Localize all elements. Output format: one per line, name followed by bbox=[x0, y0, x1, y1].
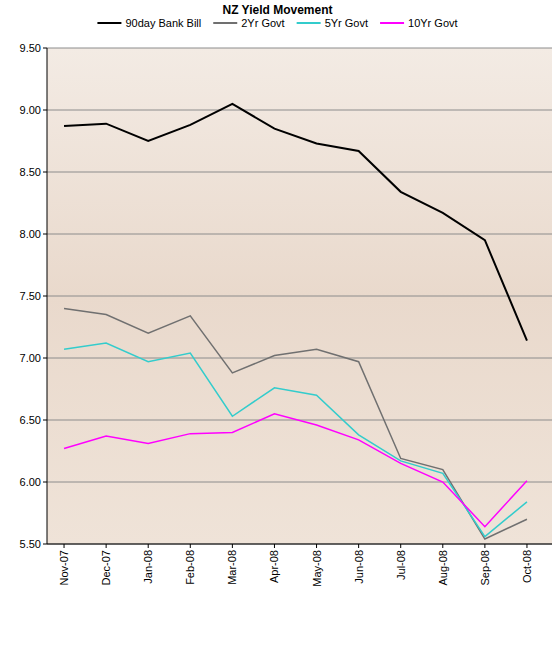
grid-line bbox=[47, 172, 552, 173]
grid-line bbox=[47, 110, 552, 111]
legend-label: 90day Bank Bill bbox=[125, 17, 201, 29]
x-tick bbox=[316, 544, 317, 548]
y-tick bbox=[43, 544, 47, 545]
x-tick bbox=[232, 544, 233, 548]
x-tick-label: Mar-08 bbox=[226, 550, 238, 585]
x-tick-label: Jul-08 bbox=[395, 550, 407, 580]
x-tick-label: Apr-08 bbox=[268, 550, 280, 583]
grid-line bbox=[47, 48, 552, 49]
legend: 90day Bank Bill 2Yr Govt 5Yr Govt 10Yr Govt bbox=[97, 17, 457, 29]
plot-background bbox=[47, 48, 552, 544]
y-tick bbox=[43, 48, 47, 49]
y-tick bbox=[43, 110, 47, 111]
y-tick-label: 6.50 bbox=[20, 414, 41, 426]
y-tick-label: 5.50 bbox=[20, 538, 41, 550]
y-tick-label: 6.00 bbox=[20, 476, 41, 488]
y-tick bbox=[43, 358, 47, 359]
x-axis bbox=[47, 544, 552, 545]
x-tick bbox=[526, 544, 527, 548]
x-tick-label: Feb-08 bbox=[184, 550, 196, 585]
y-tick-label: 9.50 bbox=[20, 42, 41, 54]
y-tick-label: 8.50 bbox=[20, 166, 41, 178]
x-tick-label: Jun-08 bbox=[353, 550, 365, 584]
y-tick bbox=[43, 172, 47, 173]
x-tick-label: May-08 bbox=[311, 550, 323, 587]
y-tick-label: 7.00 bbox=[20, 352, 41, 364]
x-tick bbox=[106, 544, 107, 548]
x-tick bbox=[148, 544, 149, 548]
legend-label: 10Yr Govt bbox=[408, 17, 458, 29]
y-tick bbox=[43, 420, 47, 421]
series-line bbox=[64, 343, 527, 536]
series-line bbox=[64, 308, 527, 539]
x-tick-label: Nov-07 bbox=[58, 550, 70, 585]
y-tick bbox=[43, 482, 47, 483]
chart: NZ Yield Movement 90day Bank Bill 2Yr Govt… bbox=[0, 0, 555, 647]
title: NZ Yield Movement bbox=[222, 3, 332, 17]
legend-swatch bbox=[380, 22, 404, 24]
x-tick-label: Jan-08 bbox=[142, 550, 154, 584]
y-tick-label: 8.00 bbox=[20, 228, 41, 240]
series-line bbox=[64, 414, 527, 527]
x-tick bbox=[442, 544, 443, 548]
legend-swatch bbox=[297, 22, 321, 24]
x-tick bbox=[484, 544, 485, 548]
legend-label: 5Yr Govt bbox=[325, 17, 368, 29]
y-tick bbox=[43, 234, 47, 235]
x-tick-label: Dec-07 bbox=[100, 550, 112, 585]
legend-swatch bbox=[97, 22, 121, 24]
x-tick bbox=[190, 544, 191, 548]
y-tick-label: 9.00 bbox=[20, 104, 41, 116]
grid-line bbox=[47, 544, 552, 545]
x-tick bbox=[358, 544, 359, 548]
grid-line bbox=[47, 358, 552, 359]
series-line bbox=[64, 104, 527, 341]
x-tick-label: Aug-08 bbox=[437, 550, 449, 585]
x-tick-label: Sep-08 bbox=[479, 550, 491, 585]
lines bbox=[64, 104, 527, 539]
x-tick bbox=[400, 544, 401, 548]
grid-line bbox=[47, 296, 552, 297]
x-tick bbox=[64, 544, 65, 548]
grid-line bbox=[47, 482, 552, 483]
x-tick-label: Oct-08 bbox=[521, 550, 533, 583]
y-tick-label: 7.50 bbox=[20, 290, 41, 302]
legend-swatch bbox=[213, 22, 237, 24]
x-tick bbox=[274, 544, 275, 548]
y-tick bbox=[43, 296, 47, 297]
legend-label: 2Yr Govt bbox=[241, 17, 284, 29]
y-axis bbox=[47, 48, 48, 544]
